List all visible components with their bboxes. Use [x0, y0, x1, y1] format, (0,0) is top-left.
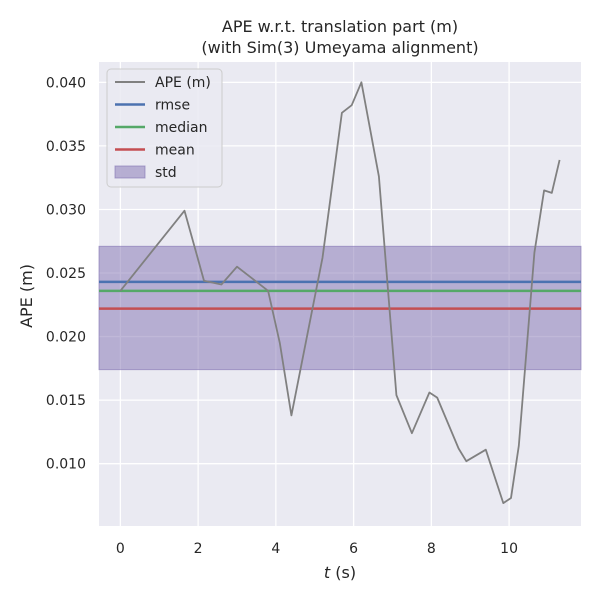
x-tick-label: 4	[271, 541, 280, 557]
x-tick-label: 10	[500, 541, 518, 557]
legend-label: std	[155, 165, 177, 181]
legend-box	[106, 68, 223, 188]
legend-label: rmse	[155, 98, 190, 114]
y-tick-label: 0.030	[46, 202, 86, 218]
ape-series-line	[119, 81, 561, 505]
x-ticks: 0 2 4 6 8 10	[116, 541, 518, 557]
chart-subtitle: (with Sim(3) Umeyama alignment)	[201, 38, 478, 57]
x-tick-label: 8	[427, 541, 436, 557]
y-tick-label: 0.020	[46, 330, 86, 346]
y-tick-label: 0.025	[46, 266, 86, 282]
y-tick-label: 0.035	[46, 139, 86, 155]
y-tick-label: 0.010	[46, 457, 86, 473]
legend: APE (m) rmse median mean std	[106, 68, 223, 188]
x-tick-label: 6	[349, 541, 358, 557]
x-axis-label-symbol: t	[324, 563, 331, 582]
x-axis-label: t (s)	[324, 563, 356, 582]
legend-swatch	[114, 165, 146, 179]
x-tick-label: 0	[116, 541, 125, 557]
y-axis-label: APE (m)	[17, 264, 36, 328]
stat-lines	[99, 280, 581, 310]
x-tick-label: 2	[194, 541, 203, 557]
y-tick-label: 0.040	[46, 75, 86, 91]
y-ticks: 0.010 0.015 0.020 0.025 0.030 0.035 0.040	[46, 75, 86, 472]
x-axis-label-unit: (s)	[330, 563, 356, 582]
series-layer	[119, 81, 561, 505]
legend-label: APE (m)	[155, 75, 211, 91]
y-tick-label: 0.015	[46, 393, 86, 409]
chart-title: APE w.r.t. translation part (m)	[222, 17, 458, 36]
legend-label: median	[155, 120, 207, 136]
legend-label: mean	[155, 143, 195, 159]
